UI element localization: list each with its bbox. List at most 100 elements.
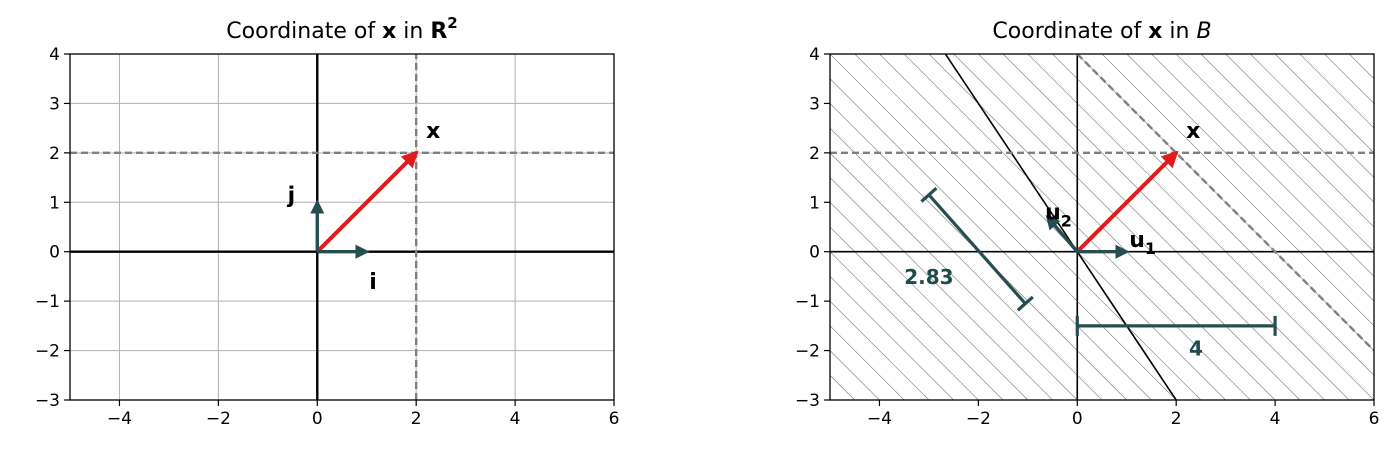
panel-r2-xtick-label-0: −4 [107, 409, 132, 429]
panel-b-hatch-line-67 [88, 0, 1400, 456]
panel-b-hatch-line-29 [830, 276, 955, 400]
panel-b-ytick-label-7: 4 [809, 45, 820, 65]
dim-4-label: 4 [1189, 337, 1203, 361]
panel-r2-xtick-label-3: 2 [411, 409, 422, 429]
panel-r2-ytick-label-5: 2 [49, 144, 60, 164]
panel-b: Coordinate of x in B −4 −2 0 2 4 6 −3 −2 −1 0 1 2 3 4… [88, 0, 1400, 456]
panel-b-hatch-line-71 [88, 0, 1400, 456]
panel-r2-ticks: −4 −2 0 2 4 6 −3 −2 −1 0 1 2 3 4 [35, 45, 619, 429]
panel-b-u2-span-line [944, 54, 1178, 400]
panel-b-hatch-line-17 [88, 0, 1400, 456]
panel-r2-vector-labels: x i j [287, 119, 441, 295]
panel-b-hatch-line-41 [903, 54, 1251, 400]
panel-b-vector-labels: 2.83 4 x u1 u2 [904, 119, 1203, 360]
panel-b-hatch-line-42 [928, 54, 1276, 400]
panel-b-hatch-line-2 [88, 202, 1400, 456]
panel-b-hatch-line-25 [830, 374, 856, 400]
panel-r2-xtick-label-1: −2 [206, 409, 231, 429]
panel-b-hatch-line-70 [88, 0, 1400, 456]
dim-283-label: 2.83 [904, 265, 953, 289]
panel-b-hatch-line-62 [88, 0, 1400, 456]
panel-b-hatch-line-65 [88, 0, 1400, 456]
panel-b-vector-x [1075, 150, 1179, 254]
panel-b-hatch-line-56 [1274, 54, 1374, 154]
panel-b-hatch-line-47 [1052, 54, 1374, 376]
panel-b-hatch-line-78 [88, 0, 1400, 301]
panel-r2-title: Coordinate of x in R2 [226, 14, 457, 44]
panel-b-hatch-line-44 [977, 54, 1325, 400]
panel-b-hatch-line-59 [1348, 54, 1374, 80]
panel-b-hatch-line-52 [1175, 54, 1374, 253]
panel-b-ytick-label-2: −1 [795, 292, 820, 312]
panel-b-hatch-line-26 [830, 350, 880, 400]
panel-r2-ytick-label-7: 4 [49, 45, 60, 65]
panel-b-hatch-line-63 [88, 0, 1400, 456]
panel-r2-vector-i-label: i [369, 270, 377, 295]
panel-b-hatch-line-21 [88, 0, 1400, 456]
panel-b-hatch-line-76 [88, 0, 1400, 351]
panel-r2: Coordinate of x in R2 −4 −2 0 2 4 6 −3 −2 −1 0 1 2 3… [35, 14, 619, 429]
panel-b-xtick-label-2: 0 [1072, 409, 1083, 429]
panel-b-vector-u2 [1045, 214, 1079, 253]
panel-r2-ytick-label-0: −3 [35, 391, 60, 411]
panel-b-hatch-line-6 [88, 103, 1400, 456]
panel-b-hatch-line-39 [854, 54, 1202, 400]
panel-b-vector-u1-label: u1 [1129, 228, 1156, 258]
panel-r2-xtick-label-2: 0 [312, 409, 323, 429]
panel-b-xtick-label-5: 6 [1369, 409, 1380, 429]
panel-b-hatch-line-46 [1027, 54, 1374, 400]
panel-r2-ytick-label-1: −2 [35, 342, 60, 362]
panel-b-hatch-line-40 [879, 54, 1227, 400]
panel-b-hatch-line-68 [88, 0, 1400, 456]
panel-b-hatch-line-33 [830, 177, 1053, 400]
panel-b-hatch-line-13 [88, 0, 1400, 456]
panel-b-hatch-line-58 [1324, 54, 1374, 104]
panel-b-ticks: −4 −2 0 2 4 6 −3 −2 −1 0 1 2 3 4 [795, 45, 1379, 429]
panel-b-hatch-line-15 [88, 0, 1400, 456]
panel-r2-ytick-label-6: 3 [49, 94, 60, 114]
panel-b-hatch-line-45 [1002, 54, 1350, 400]
panel-r2-vector-j-label: j [287, 183, 296, 208]
panel-r2-ytick-label-2: −1 [35, 292, 60, 312]
panel-b-hatch-line-57 [1299, 54, 1374, 129]
panel-b-hatch-line-5 [88, 128, 1400, 456]
panel-b-hatch-line-18 [88, 0, 1400, 456]
panel-b-hatch-line-24 [830, 399, 831, 400]
panel-b-ytick-label-1: −2 [795, 342, 820, 362]
panel-b-hatch-line-0 [88, 252, 1400, 456]
panel-b-vector-x-label: x [1186, 119, 1200, 144]
panel-b-hatch-line-38 [830, 54, 1177, 400]
panel-b-hatch-line-74 [88, 0, 1400, 400]
panel-b-hatch-line-11 [88, 0, 1400, 456]
panel-r2-ytick-label-4: 1 [49, 193, 60, 213]
panel-b-hatch-line-28 [830, 300, 930, 400]
panel-b-hatch-line-72 [88, 0, 1400, 449]
panel-r2-xtick-label-5: 6 [609, 409, 620, 429]
panel-b-hatch-line-35 [830, 127, 1103, 400]
dim-283-indicator [920, 187, 1034, 312]
panel-r2-xtick-label-4: 4 [510, 409, 521, 429]
panel-b-hatch-line-69 [88, 0, 1400, 456]
panel-b-guide-line-1 [1076, 54, 1374, 352]
panel-b-vector-u2-label: u2 [1045, 201, 1072, 231]
panel-b-hatch-line-14 [88, 0, 1400, 456]
panel-b-hatch-line-1 [88, 227, 1400, 456]
panel-b-xtick-label-0: −4 [867, 409, 892, 429]
panel-r2-ytick-label-3: 0 [49, 243, 60, 263]
panel-b-ytick-label-4: 1 [809, 193, 820, 213]
panel-b-hatch-line-55 [1249, 54, 1374, 178]
panel-b-hatch-line-37 [830, 78, 1152, 400]
panel-b-hatch-line-51 [1151, 54, 1374, 277]
panel-b-hatch-line-12 [88, 0, 1400, 456]
panel-b-hatch-line-61 [88, 0, 1400, 456]
panel-b-hatch-line-31 [830, 226, 1004, 400]
panel-b-hatch-line-16 [88, 0, 1400, 456]
panel-b-hatch-line-8 [88, 54, 1400, 456]
panel-b-hatch-line-50 [1126, 54, 1374, 302]
panel-b-hatch-line-9 [88, 29, 1400, 456]
panel-b-ytick-label-0: −3 [795, 391, 820, 411]
panel-b-title: Coordinate of x in B [992, 19, 1211, 44]
panel-b-plot-area [88, 0, 1400, 456]
panel-b-ytick-label-6: 3 [809, 94, 820, 114]
